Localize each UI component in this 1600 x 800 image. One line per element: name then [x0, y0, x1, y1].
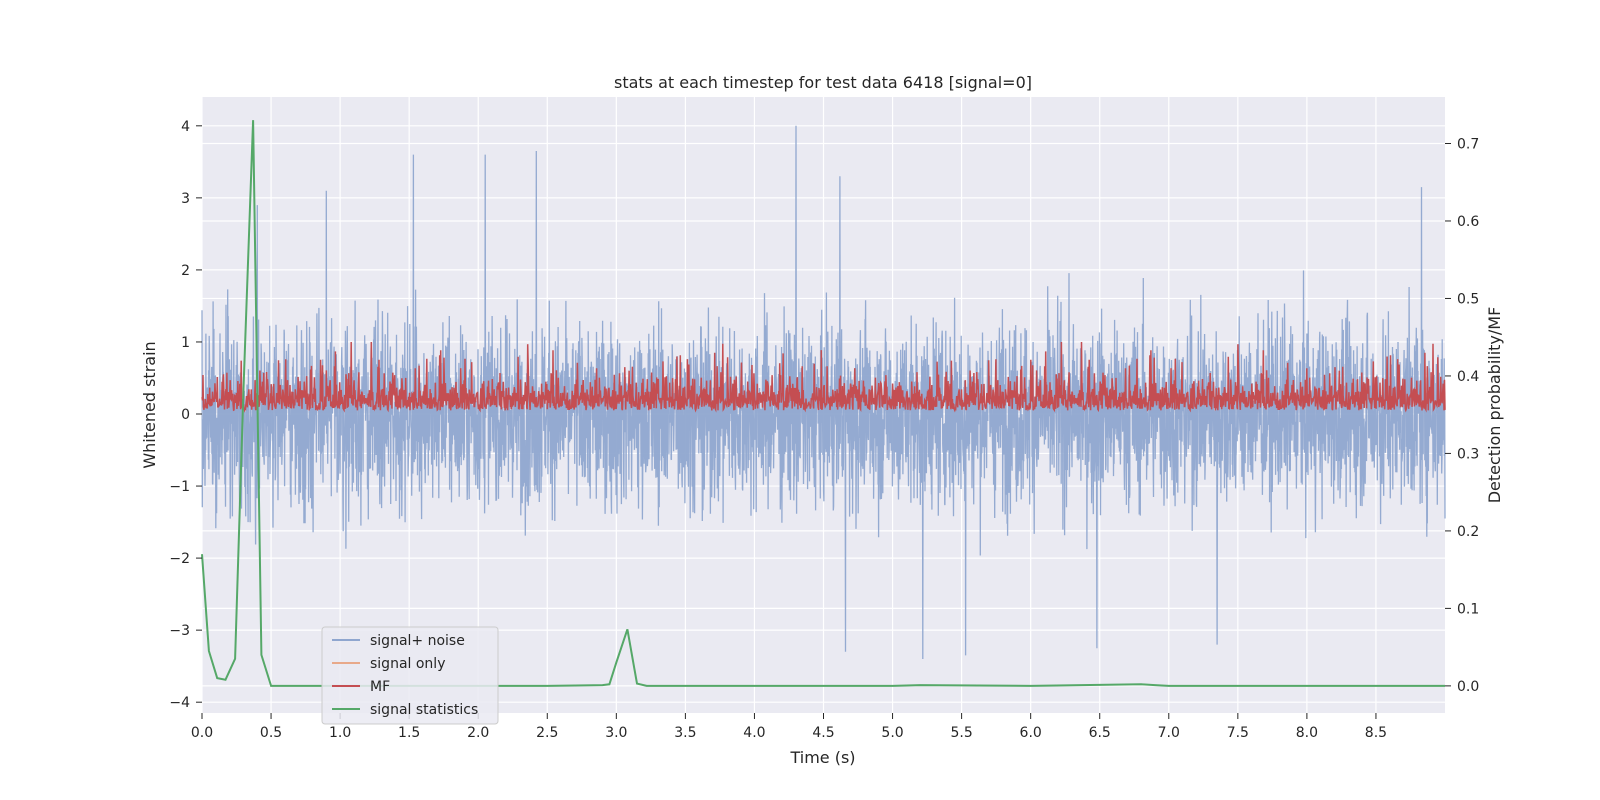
legend-label-signal-statistics: signal statistics — [370, 702, 478, 718]
legend-label-signal-only: signal only — [370, 656, 445, 672]
x-tick-label: 0.0 — [191, 725, 213, 741]
y-tick-label: 0 — [181, 407, 190, 423]
signal-statistics-line — [201, 120, 1445, 687]
y-tick-label: −4 — [169, 695, 190, 711]
chart-title: stats at each timestep for test data 641… — [614, 73, 1032, 92]
y-axis-label: Whitened strain — [140, 341, 159, 468]
x-tick-label: 2.5 — [536, 725, 558, 741]
x-tick-label: 5.0 — [881, 725, 903, 741]
y2-tick-label: 0.1 — [1457, 601, 1479, 617]
y-tick-label: −3 — [169, 623, 190, 639]
x-tick-label: 8.5 — [1365, 725, 1387, 741]
x-tick-label: 8.0 — [1296, 725, 1318, 741]
x-tick-label: 1.0 — [329, 725, 351, 741]
x-tick-label: 6.0 — [1020, 725, 1042, 741]
y2-tick-label: 0.0 — [1457, 679, 1479, 695]
mf-line — [201, 341, 1446, 413]
x-axis: 0.0 0.5 1.0 1.5 2.0 2.5 3.0 3.5 4.0 4.5 5.0 5.5 6.0 6… — [191, 713, 1387, 741]
legend-label-signal-noise: signal+ noise — [370, 633, 465, 649]
x-tick-label: 6.5 — [1089, 725, 1111, 741]
x-tick-label: 3.5 — [674, 725, 696, 741]
y-tick-label: 4 — [181, 119, 190, 135]
x-tick-label: 3.0 — [605, 725, 627, 741]
y2-tick-label: 0.5 — [1457, 291, 1479, 307]
legend: signal+ noise signal only MF signal stat… — [321, 626, 499, 725]
y-axis-left: 4 3 2 1 0 −1 −2 −3 −4 — [169, 119, 202, 711]
y2-tick-label: 0.4 — [1457, 369, 1479, 385]
y-tick-label: −2 — [169, 551, 190, 567]
x-tick-label: 4.5 — [812, 725, 834, 741]
signal-statistics-series — [201, 120, 1445, 687]
x-tick-label: 7.5 — [1227, 725, 1249, 741]
y2-tick-label: 0.2 — [1457, 524, 1479, 540]
x-axis-label: Time (s) — [789, 748, 855, 767]
y-tick-label: 1 — [181, 335, 190, 351]
y2-axis-label: Detection probability/MF — [1485, 307, 1504, 504]
y2-tick-label: 0.6 — [1457, 214, 1479, 230]
mf-series — [201, 341, 1446, 413]
y2-tick-label: 0.7 — [1457, 136, 1479, 152]
y-axis-right: 0.7 0.6 0.5 0.4 0.3 0.2 0.1 0.0 — [1445, 136, 1479, 695]
x-tick-label: 7.0 — [1158, 725, 1180, 741]
x-tick-label: 2.0 — [467, 725, 489, 741]
y-tick-label: 3 — [181, 191, 190, 207]
legend-label-mf: MF — [370, 679, 390, 695]
x-tick-label: 5.5 — [950, 725, 972, 741]
x-tick-label: 4.0 — [743, 725, 765, 741]
x-tick-label: 1.5 — [398, 725, 420, 741]
x-tick-label: 0.5 — [260, 725, 282, 741]
y2-tick-label: 0.3 — [1457, 446, 1479, 462]
legend-box — [321, 626, 499, 725]
y-tick-label: 2 — [181, 263, 190, 279]
y-tick-label: −1 — [169, 479, 190, 495]
